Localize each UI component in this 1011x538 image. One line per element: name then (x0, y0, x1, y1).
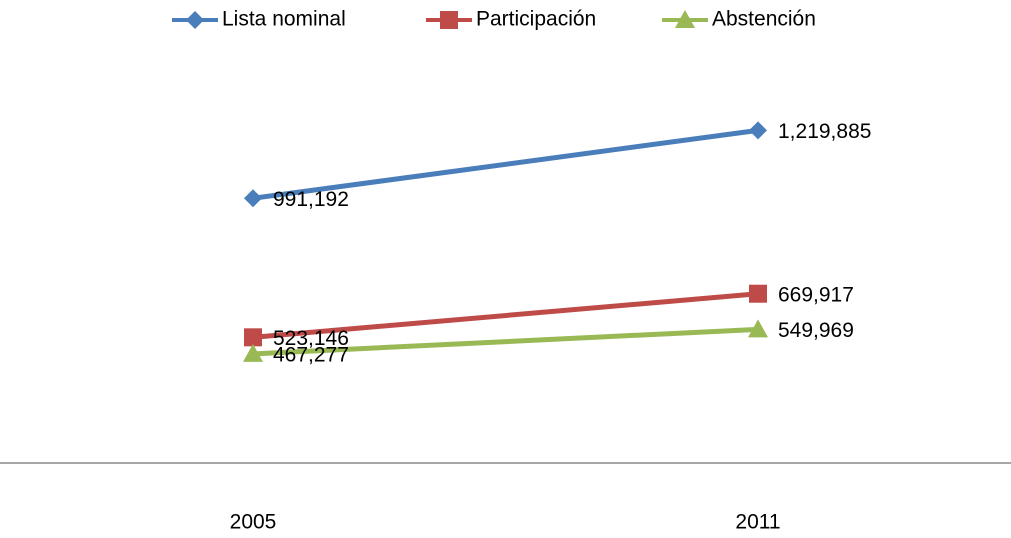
marker (748, 319, 768, 338)
series-line (252, 326, 759, 357)
data-label: 991,192 (273, 188, 349, 211)
legend-marker (186, 11, 204, 29)
marker (749, 284, 767, 303)
marker (244, 189, 262, 208)
legend-label: Lista nominal (222, 8, 346, 31)
legend-label: Participación (476, 8, 596, 31)
series-line (252, 291, 759, 340)
legend-marker (440, 11, 458, 29)
data-label: 549,969 (778, 319, 854, 342)
marker (243, 343, 263, 362)
marker (244, 328, 262, 347)
series-line (252, 127, 759, 201)
data-label: 1,219,885 (778, 120, 871, 143)
x-tick-label: 2005 (230, 511, 277, 534)
data-label: 523,146 (273, 327, 349, 350)
legend-label: Abstención (712, 8, 816, 31)
x-tick-label: 2011 (735, 511, 780, 534)
data-label: 669,917 (778, 283, 854, 306)
data-label: 467,277 (273, 343, 349, 366)
marker (749, 121, 767, 140)
legend-marker (675, 10, 695, 28)
